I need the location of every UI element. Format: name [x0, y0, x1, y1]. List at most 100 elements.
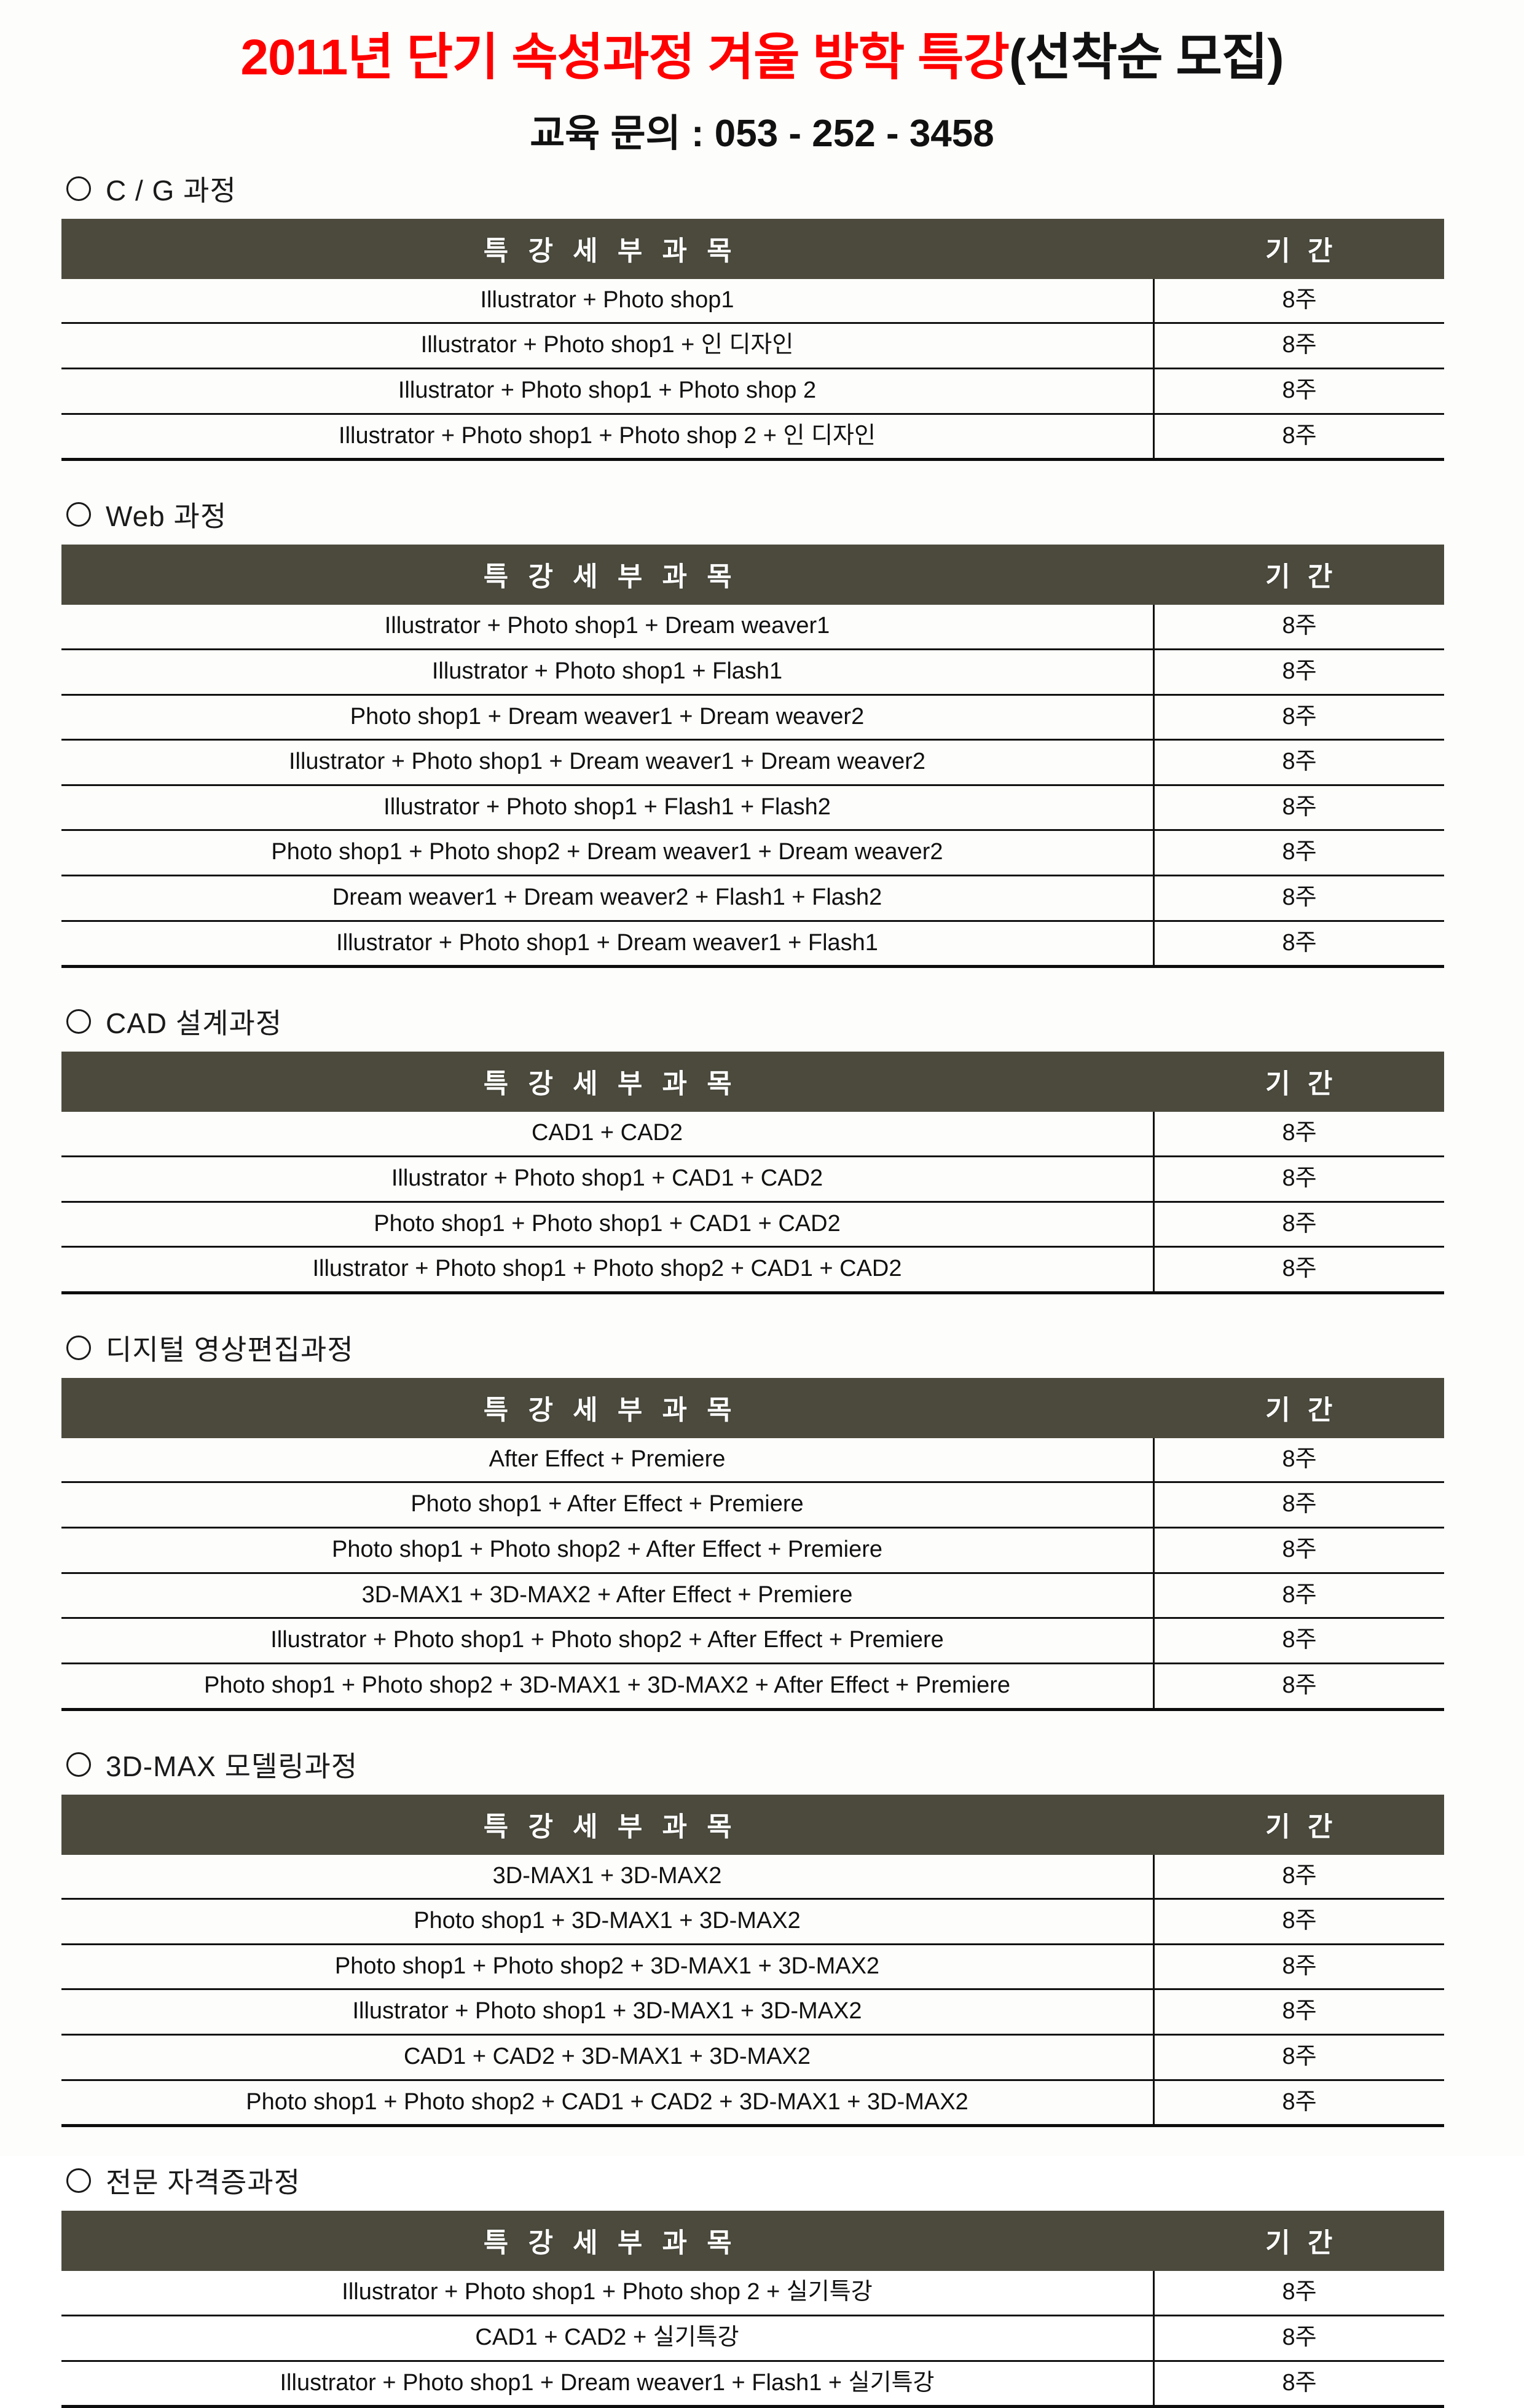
- table-row: After Effect + Premiere 8주: [61, 1438, 1444, 1484]
- column-header-subject: 특 강 세 부 과 목: [61, 1052, 1154, 1112]
- cell-duration: 8주: [1153, 1112, 1444, 1157]
- cell-subject: Illustrator + Photo shop1 + Photo shop2 …: [61, 1618, 1154, 1664]
- column-header-duration: 기 간: [1153, 218, 1444, 279]
- section-heading-label: Web 과정: [106, 500, 227, 533]
- table-row: Illustrator + Photo shop1 + Dream weaver…: [61, 739, 1444, 786]
- section-heading-label: 3D-MAX 모델링과정: [106, 1750, 358, 1782]
- column-header-duration: 기 간: [1153, 1794, 1444, 1855]
- cell-duration: 8주: [1153, 1944, 1444, 1991]
- column-header-duration: 기 간: [1153, 2211, 1444, 2272]
- column-header-duration: 기 간: [1153, 1377, 1444, 1438]
- cell-duration: 8주: [1153, 1527, 1444, 1574]
- table-row: Photo shop1 + 3D-MAX1 + 3D-MAX2 8주: [61, 1898, 1444, 1945]
- table-row: Illustrator + Photo shop1 + Photo shop 2…: [61, 2271, 1444, 2316]
- cell-subject: Dream weaver1 + Dream weaver2 + Flash1 +…: [61, 875, 1154, 922]
- table-row: Dream weaver1 + Dream weaver2 + Flash1 +…: [61, 875, 1444, 922]
- table-row: Photo shop1 + Photo shop2 + After Effect…: [61, 1527, 1444, 1574]
- circle-outline-icon: [66, 1335, 91, 1360]
- cell-subject: Illustrator + Photo shop1 + Photo shop 2: [61, 368, 1154, 415]
- cell-duration: 8주: [1153, 2361, 1444, 2408]
- cell-subject: Photo shop1 + Photo shop2 + 3D-MAX1 + 3D…: [61, 1663, 1154, 1711]
- column-header-subject: 특 강 세 부 과 목: [61, 545, 1154, 605]
- cell-subject: CAD1 + CAD2 + 실기특강: [61, 2315, 1154, 2362]
- cell-duration: 8주: [1153, 368, 1444, 415]
- table-row: Illustrator + Photo shop1 + Photo shop2 …: [61, 1246, 1444, 1294]
- column-header-duration: 기 간: [1153, 1052, 1444, 1112]
- cell-subject: Illustrator + Photo shop1 + Dream weaver…: [61, 921, 1154, 969]
- cell-duration: 8주: [1153, 2271, 1444, 2316]
- cell-duration: 8주: [1153, 1482, 1444, 1529]
- table-row: Illustrator + Photo shop1 + 인 디자인 8주: [61, 323, 1444, 370]
- cell-subject: Illustrator + Photo shop1 + Flash1: [61, 649, 1154, 696]
- table-row: Photo shop1 + Photo shop2 + 3D-MAX1 + 3D…: [61, 1944, 1444, 1991]
- cell-duration: 8주: [1153, 414, 1444, 462]
- cell-subject: Illustrator + Photo shop1 + CAD1 + CAD2: [61, 1156, 1154, 1203]
- contact-subtitle: 교육 문의 : 053 - 252 - 3458: [530, 112, 994, 155]
- cell-duration: 8주: [1153, 649, 1444, 696]
- cell-duration: 8주: [1153, 1618, 1444, 1664]
- cell-subject: Photo shop1 + Photo shop2 + CAD1 + CAD2 …: [61, 2080, 1154, 2128]
- cell-subject: Illustrator + Photo shop1 + Flash1 + Fla…: [61, 785, 1154, 832]
- circle-outline-icon: [66, 2168, 91, 2194]
- column-header-subject: 특 강 세 부 과 목: [61, 218, 1154, 279]
- cell-duration: 8주: [1153, 1854, 1444, 1900]
- cell-duration: 8주: [1153, 1438, 1444, 1484]
- cell-subject: Photo shop1 + 3D-MAX1 + 3D-MAX2: [61, 1898, 1154, 1945]
- cell-subject: 3D-MAX1 + 3D-MAX2: [61, 1854, 1154, 1900]
- table-row: Illustrator + Photo shop1 + Flash1 8주: [61, 649, 1444, 696]
- cell-subject: Photo shop1 + Photo shop2 + 3D-MAX1 + 3D…: [61, 1944, 1154, 1991]
- cell-duration: 8주: [1153, 694, 1444, 741]
- section-heading-label: CAD 설계과정: [106, 1007, 283, 1040]
- section-heading-label: 디지털 영상편집과정: [106, 1333, 354, 1366]
- cell-subject: Illustrator + Photo shop1 + Dream weaver…: [61, 2361, 1154, 2408]
- table-row: 3D-MAX1 + 3D-MAX2 8주: [61, 1854, 1444, 1900]
- table-row: Photo shop1 + Photo shop2 + Dream weaver…: [61, 830, 1444, 877]
- cell-duration: 8주: [1153, 739, 1444, 786]
- cell-subject: After Effect + Premiere: [61, 1438, 1154, 1484]
- cell-subject: Illustrator + Photo shop1 + 인 디자인: [61, 323, 1154, 370]
- table-row: Illustrator + Photo shop1 + Photo shop 2…: [61, 368, 1444, 415]
- table-row: Illustrator + Photo shop1 + Flash1 + Fla…: [61, 785, 1444, 832]
- cell-duration: 8주: [1153, 1573, 1444, 1619]
- cell-subject: Illustrator + Photo shop1: [61, 278, 1154, 325]
- table-row: Illustrator + Photo shop1 + Dream weaver…: [61, 605, 1444, 650]
- cell-subject: 3D-MAX1 + 3D-MAX2 + After Effect + Premi…: [61, 1573, 1154, 1619]
- cell-duration: 8주: [1153, 830, 1444, 877]
- page-title-red: 2011년 단기 속성과정 겨울 방학 특강: [240, 30, 1010, 85]
- table-row: Illustrator + Photo shop1 + Dream weaver…: [61, 921, 1444, 969]
- cell-duration: 8주: [1153, 785, 1444, 832]
- section-heading: 전문 자격증과정: [66, 2160, 1444, 2201]
- cell-duration: 8주: [1153, 1989, 1444, 2036]
- cell-duration: 8주: [1153, 1246, 1444, 1294]
- table-row: Photo shop1 + Photo shop2 + CAD1 + CAD2 …: [61, 2080, 1444, 2128]
- cell-subject: Illustrator + Photo shop1 + Photo shop2 …: [61, 1246, 1154, 1294]
- cell-subject: Photo shop1 + Photo shop2 + After Effect…: [61, 1527, 1154, 1574]
- circle-outline-icon: [66, 1752, 91, 1777]
- column-header-subject: 특 강 세 부 과 목: [61, 1794, 1154, 1855]
- cell-subject: Illustrator + Photo shop1 + Dream weaver…: [61, 605, 1154, 650]
- title-block: 2011년 단기 속성과정 겨울 방학 특강(선착순 모집) 교육 문의 : 0…: [0, 0, 1524, 157]
- cell-duration: 8주: [1153, 1898, 1444, 1945]
- table-row: Illustrator + Photo shop1 + Dream weaver…: [61, 2361, 1444, 2408]
- circle-outline-icon: [66, 176, 91, 201]
- section-heading: C / G 과정: [66, 168, 1444, 209]
- cell-duration: 8주: [1153, 921, 1444, 969]
- table-row: Illustrator + Photo shop1 + CAD1 + CAD2 8…: [61, 1156, 1444, 1203]
- section-heading: 디지털 영상편집과정: [66, 1328, 1444, 1368]
